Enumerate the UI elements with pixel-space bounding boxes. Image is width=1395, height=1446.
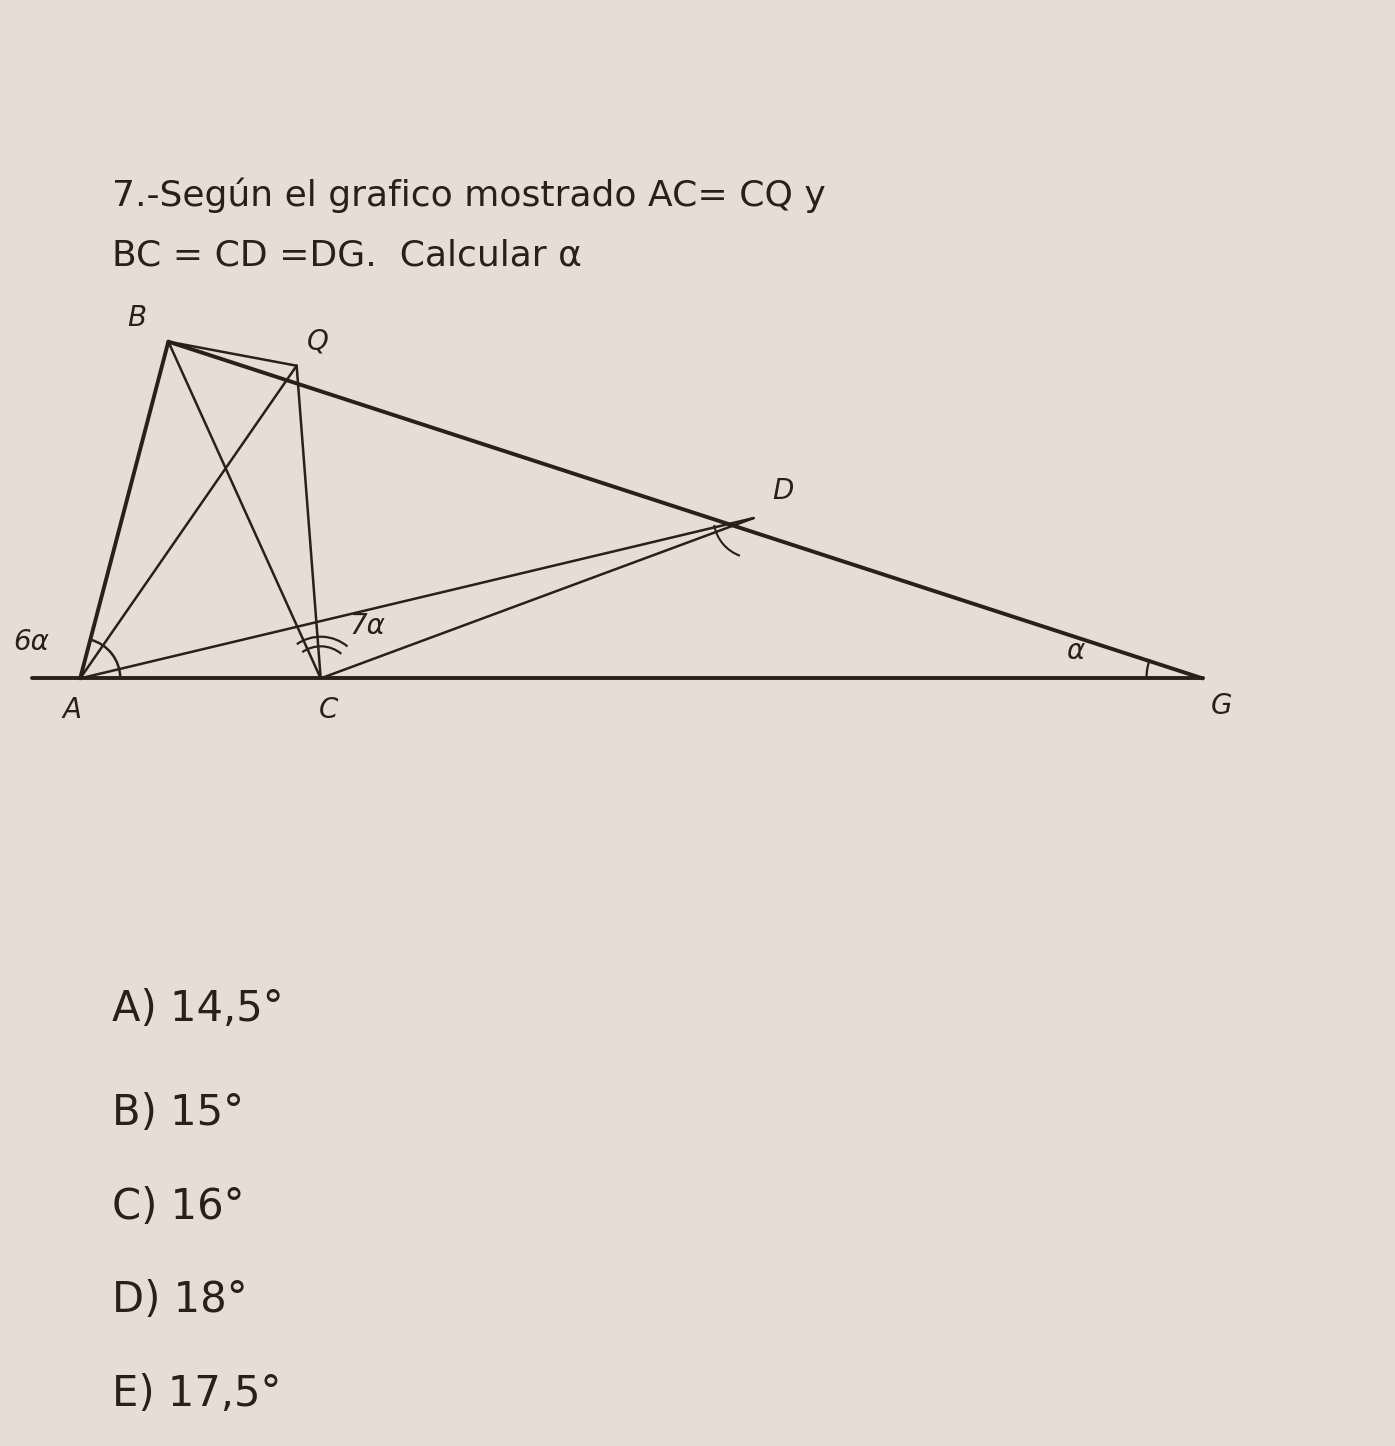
Text: BC = CD =DG.  Calcular α: BC = CD =DG. Calcular α [112,239,582,272]
Text: D) 18°: D) 18° [112,1280,247,1322]
Text: 6α: 6α [13,628,49,655]
Text: A: A [63,697,82,724]
Text: Q: Q [307,328,328,356]
Text: B) 15°: B) 15° [112,1092,244,1134]
Text: 7.-Según el grafico mostrado AC= CQ y: 7.-Según el grafico mostrado AC= CQ y [112,178,826,213]
Text: A) 14,5°: A) 14,5° [112,988,283,1030]
Text: G: G [1211,691,1233,720]
Text: C: C [319,697,339,724]
Text: D: D [771,477,794,505]
Text: C) 16°: C) 16° [112,1186,244,1228]
Text: B: B [127,304,146,331]
Text: α: α [1066,638,1084,665]
Text: 7α: 7α [350,612,385,639]
Text: E) 17,5°: E) 17,5° [112,1374,280,1416]
